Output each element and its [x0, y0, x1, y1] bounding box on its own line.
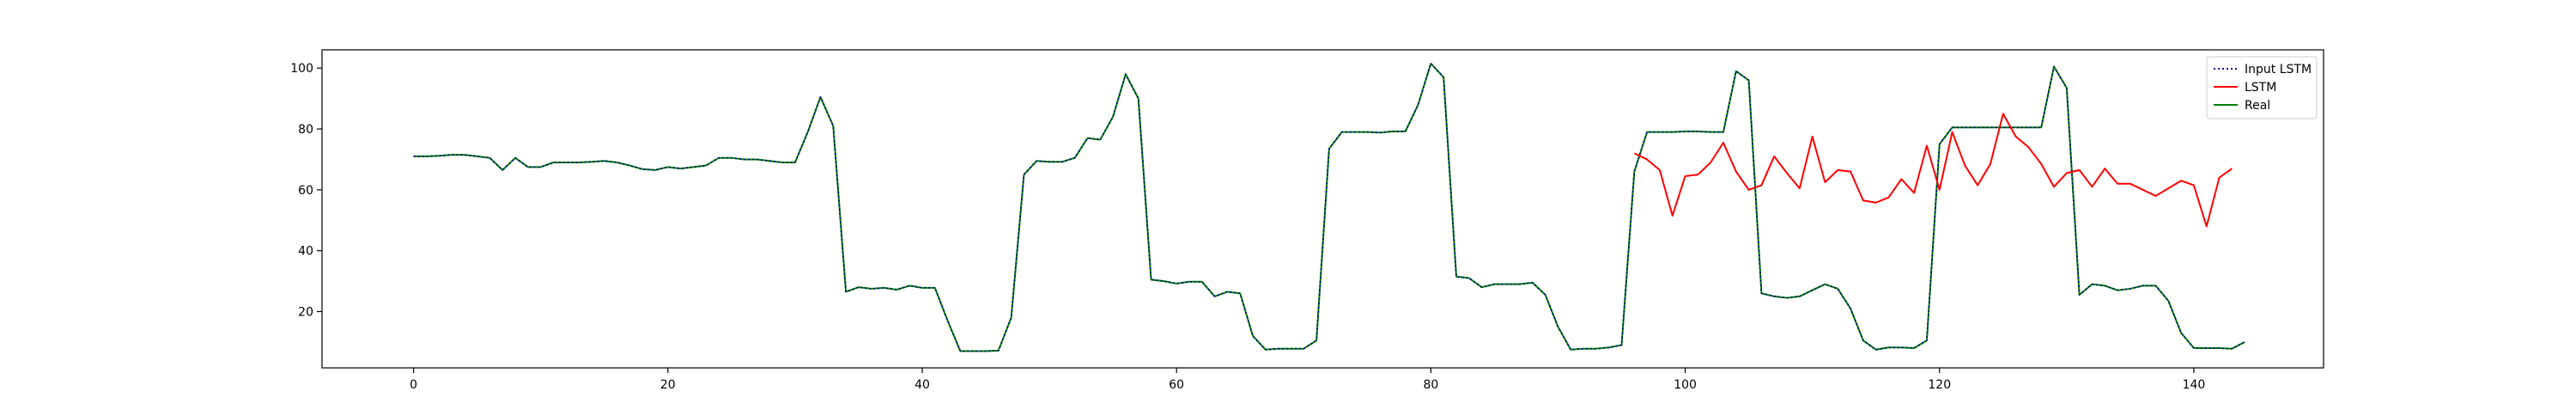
- legend-label: Input LSTM: [2245, 63, 2312, 76]
- series-line-lstm: [1633, 113, 2233, 228]
- series-line-input-lstm: [413, 63, 2245, 352]
- y-tick-label: 20: [298, 305, 313, 319]
- series-line-real: [413, 62, 2245, 352]
- legend-label: Real: [2245, 99, 2270, 113]
- y-tick-label: 80: [298, 123, 313, 137]
- chart-legend: Input LSTM LSTM Real: [2206, 56, 2318, 119]
- chart-axes: 0 20 40 60 80 100 120 140 20 40 60 80 100: [290, 49, 2324, 392]
- x-tick-label: 60: [1169, 378, 1184, 392]
- x-tick-label: 80: [1423, 378, 1438, 392]
- x-tick-label: 40: [914, 378, 930, 392]
- chart-marks: [413, 62, 2245, 352]
- x-tick-label: 120: [1928, 378, 1951, 392]
- legend-box: [2206, 56, 2318, 119]
- x-tick-label: 100: [1674, 378, 1697, 392]
- x-tick-label: 20: [660, 378, 676, 392]
- legend-label: LSTM: [2245, 81, 2276, 95]
- x-tick-label: 0: [410, 378, 417, 392]
- y-tick-label: 40: [298, 245, 313, 259]
- y-tick-label: 100: [290, 62, 313, 76]
- x-tick-label: 140: [2183, 378, 2206, 392]
- plot-frame: [321, 49, 2324, 369]
- y-tick-label: 60: [298, 184, 313, 198]
